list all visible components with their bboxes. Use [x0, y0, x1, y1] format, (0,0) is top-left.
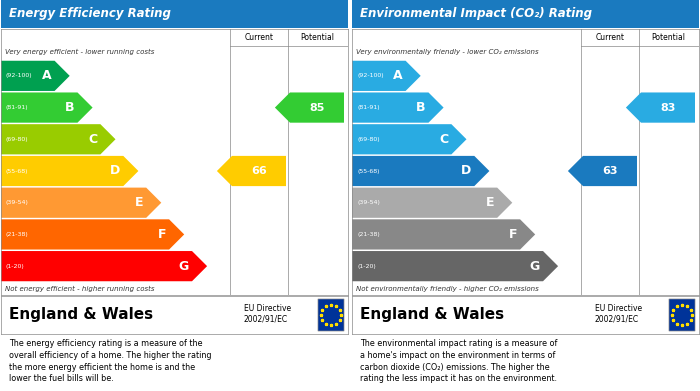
- Text: C: C: [88, 133, 97, 146]
- Text: Not environmentally friendly - higher CO₂ emissions: Not environmentally friendly - higher CO…: [356, 286, 539, 292]
- Text: Potential: Potential: [651, 33, 685, 42]
- Text: (92-100): (92-100): [357, 74, 384, 78]
- Polygon shape: [1, 124, 116, 154]
- Polygon shape: [626, 92, 695, 123]
- Text: (81-91): (81-91): [6, 105, 29, 110]
- Text: (39-54): (39-54): [6, 200, 29, 205]
- Text: E: E: [486, 196, 494, 209]
- Text: 83: 83: [660, 102, 675, 113]
- Text: (1-20): (1-20): [357, 264, 376, 269]
- Text: E: E: [134, 196, 144, 209]
- Text: Environmental Impact (CO₂) Rating: Environmental Impact (CO₂) Rating: [360, 7, 592, 20]
- Text: Very energy efficient - lower running costs: Very energy efficient - lower running co…: [5, 49, 155, 55]
- FancyBboxPatch shape: [669, 299, 695, 331]
- Text: EU Directive
2002/91/EC: EU Directive 2002/91/EC: [595, 304, 642, 324]
- Text: F: F: [509, 228, 517, 241]
- Text: (81-91): (81-91): [357, 105, 379, 110]
- Text: G: G: [530, 260, 540, 273]
- Text: (21-38): (21-38): [6, 232, 29, 237]
- Text: 66: 66: [251, 166, 267, 176]
- Text: (55-68): (55-68): [357, 169, 379, 174]
- Polygon shape: [1, 219, 184, 249]
- Polygon shape: [352, 156, 489, 186]
- Polygon shape: [352, 92, 444, 123]
- Polygon shape: [352, 219, 536, 249]
- Polygon shape: [568, 156, 637, 186]
- Text: B: B: [65, 101, 74, 114]
- Text: Current: Current: [596, 33, 624, 42]
- Text: England & Wales: England & Wales: [9, 307, 153, 323]
- Text: Not energy efficient - higher running costs: Not energy efficient - higher running co…: [5, 286, 155, 292]
- Text: 63: 63: [602, 166, 617, 176]
- Polygon shape: [1, 61, 70, 91]
- Polygon shape: [352, 251, 558, 281]
- Polygon shape: [1, 188, 161, 218]
- Text: Very environmentally friendly - lower CO₂ emissions: Very environmentally friendly - lower CO…: [356, 49, 538, 55]
- Text: England & Wales: England & Wales: [360, 307, 504, 323]
- Polygon shape: [352, 188, 512, 218]
- Text: (55-68): (55-68): [6, 169, 29, 174]
- Text: D: D: [461, 165, 471, 178]
- Text: G: G: [178, 260, 189, 273]
- Text: B: B: [416, 101, 426, 114]
- Text: 85: 85: [309, 102, 325, 113]
- Text: A: A: [393, 69, 402, 83]
- FancyBboxPatch shape: [318, 299, 344, 331]
- Polygon shape: [352, 61, 421, 91]
- Polygon shape: [1, 156, 139, 186]
- Text: Current: Current: [244, 33, 274, 42]
- Polygon shape: [217, 156, 286, 186]
- Text: The environmental impact rating is a measure of
a home's impact on the environme: The environmental impact rating is a mea…: [360, 339, 557, 384]
- Text: The energy efficiency rating is a measure of the
overall efficiency of a home. T: The energy efficiency rating is a measur…: [9, 339, 211, 384]
- Polygon shape: [1, 251, 207, 281]
- Text: (69-80): (69-80): [6, 137, 29, 142]
- Polygon shape: [275, 92, 344, 123]
- Text: D: D: [110, 165, 120, 178]
- Text: Potential: Potential: [300, 33, 334, 42]
- Text: (92-100): (92-100): [6, 74, 33, 78]
- Text: (39-54): (39-54): [357, 200, 380, 205]
- Text: (69-80): (69-80): [357, 137, 379, 142]
- Text: A: A: [42, 69, 52, 83]
- Text: (1-20): (1-20): [6, 264, 25, 269]
- Text: C: C: [440, 133, 449, 146]
- Text: F: F: [158, 228, 166, 241]
- Polygon shape: [1, 92, 92, 123]
- Text: Energy Efficiency Rating: Energy Efficiency Rating: [9, 7, 171, 20]
- Text: EU Directive
2002/91/EC: EU Directive 2002/91/EC: [244, 304, 291, 324]
- Polygon shape: [352, 124, 466, 154]
- Text: (21-38): (21-38): [357, 232, 379, 237]
